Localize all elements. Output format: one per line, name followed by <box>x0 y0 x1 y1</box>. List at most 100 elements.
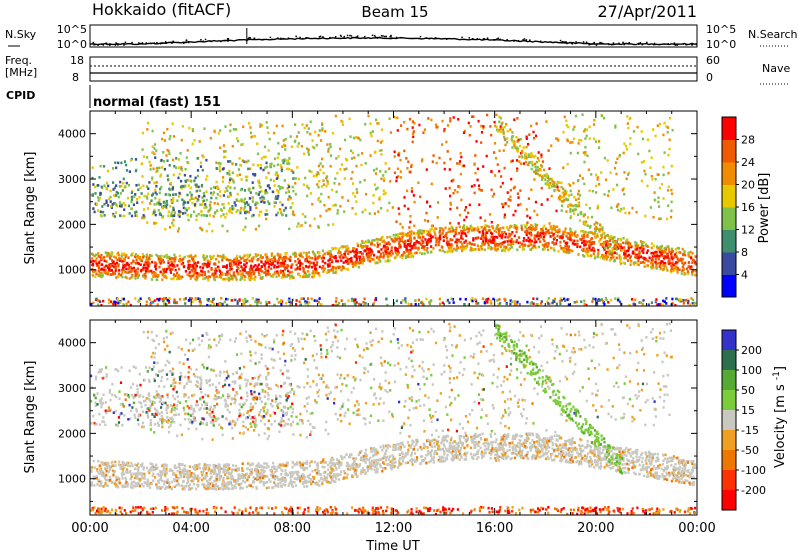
colorbar-swatch <box>722 185 736 208</box>
data-cell <box>142 148 144 151</box>
data-cell <box>233 259 235 262</box>
data-cell <box>136 198 138 201</box>
noise-dot <box>165 42 167 44</box>
noise-dot <box>401 37 403 39</box>
data-cell <box>187 201 189 204</box>
data-cell <box>552 441 554 444</box>
data-cell <box>236 269 238 272</box>
data-cell <box>387 241 389 244</box>
data-cell <box>277 212 279 215</box>
data-cell <box>147 187 149 190</box>
data-cell <box>256 303 258 306</box>
data-cell <box>197 200 199 203</box>
data-cell <box>516 170 518 173</box>
data-cell <box>340 269 342 272</box>
data-cell <box>442 249 444 252</box>
data-cell <box>273 165 275 168</box>
data-cell <box>219 168 221 171</box>
data-cell <box>584 303 586 306</box>
data-cell <box>547 249 549 252</box>
data-cell <box>302 256 304 259</box>
data-cell <box>108 198 110 201</box>
data-cell <box>225 256 227 259</box>
noise-dot <box>562 41 564 43</box>
data-cell <box>516 301 518 304</box>
data-cell <box>580 212 582 215</box>
data-cell <box>473 441 475 444</box>
data-cell <box>102 211 104 214</box>
data-cell <box>277 254 279 257</box>
data-cell <box>408 234 410 237</box>
data-cell <box>342 245 344 248</box>
data-cell <box>625 145 627 148</box>
data-cell <box>504 214 506 217</box>
data-cell <box>445 141 447 144</box>
data-cell <box>150 199 152 202</box>
noise-dot <box>211 41 213 43</box>
data-cell <box>106 260 108 263</box>
data-cell <box>667 131 669 134</box>
data-cell <box>646 185 648 188</box>
data-cell <box>598 146 600 149</box>
noise-dot <box>344 36 346 38</box>
data-cell <box>161 166 163 169</box>
data-cell <box>377 187 379 190</box>
noise-dot <box>686 44 688 46</box>
data-cell <box>530 224 532 227</box>
data-cell <box>260 186 262 189</box>
data-cell <box>571 141 573 144</box>
data-cell <box>170 278 172 281</box>
data-cell <box>550 456 552 459</box>
data-cell <box>655 135 657 138</box>
data-cell <box>247 160 249 163</box>
data-cell <box>114 161 116 164</box>
data-cell <box>164 275 166 278</box>
data-cell <box>407 161 409 164</box>
data-cell <box>489 213 491 216</box>
data-cell <box>695 255 697 258</box>
data-cell <box>259 197 261 200</box>
data-cell <box>541 203 543 206</box>
data-cell <box>683 250 685 253</box>
data-cell <box>535 201 537 204</box>
data-cell <box>490 302 492 305</box>
data-cell <box>285 302 287 305</box>
data-cell <box>281 204 283 207</box>
data-cell <box>564 245 566 248</box>
data-cell <box>655 265 657 268</box>
data-cell <box>537 234 539 237</box>
data-cell <box>300 297 302 300</box>
data-cell <box>449 117 451 120</box>
data-cell <box>641 161 643 164</box>
data-cell <box>565 210 567 213</box>
data-cell <box>318 274 320 277</box>
data-cell <box>510 178 512 181</box>
data-cell <box>652 252 654 255</box>
data-cell <box>125 268 127 271</box>
data-cell <box>173 301 175 304</box>
data-cell <box>367 259 369 262</box>
data-cell <box>504 216 506 219</box>
colorbar-swatch <box>722 275 736 298</box>
data-cell <box>331 256 333 259</box>
noise-dot <box>288 37 290 39</box>
data-cell <box>295 255 297 258</box>
data-cell <box>511 238 513 241</box>
data-cell <box>318 180 320 183</box>
data-cell <box>364 298 366 301</box>
data-cell <box>643 160 645 163</box>
data-cell <box>541 187 543 190</box>
data-cell <box>480 125 482 128</box>
data-cell <box>261 266 263 269</box>
data-cell <box>200 273 202 276</box>
data-cell <box>364 179 366 182</box>
data-cell <box>188 264 190 267</box>
data-cell <box>158 258 160 261</box>
data-cell <box>583 161 585 164</box>
data-cell <box>209 214 211 217</box>
data-cell <box>274 201 276 204</box>
data-cell <box>222 213 224 216</box>
data-cell <box>431 183 433 186</box>
data-cell <box>422 236 424 239</box>
data-cell <box>288 228 290 231</box>
